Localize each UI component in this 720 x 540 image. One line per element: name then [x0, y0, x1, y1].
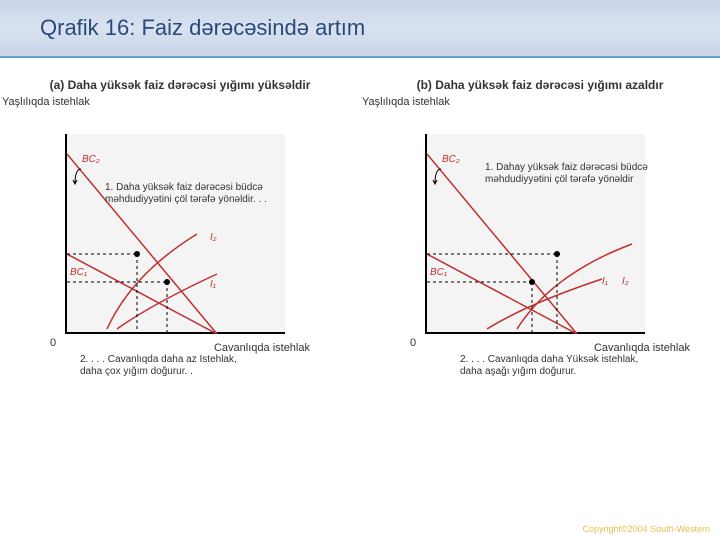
left-i2-label: I₂ [210, 232, 217, 243]
left-i1-label: I₁ [210, 279, 216, 290]
left-x-label: Cavanlıqda istehlak [214, 342, 310, 354]
page-title: Qrafik 16: Faiz dərəcəsində artım [40, 15, 365, 41]
right-y-label: Yaşlılıqda istehlak [362, 96, 450, 109]
left-origin: 0 [50, 337, 56, 349]
right-origin: 0 [410, 337, 416, 349]
left-y-label: Yaşlılıqda istehlak [2, 96, 90, 109]
right-bc1-label: BC₁ [430, 267, 447, 278]
content: (a) Daha yüksək faiz dərəcəsi yığımı yük… [0, 58, 720, 384]
left-bc1-label: BC₁ [70, 267, 87, 278]
header: Qrafik 16: Faiz dərəcəsində artım [0, 0, 720, 58]
right-annot2: 2. . . . Cavanlıqda daha Yüksək istehlak… [460, 354, 640, 378]
left-panel-title: (a) Daha yüksək faiz dərəcəsi yığımı yük… [10, 78, 350, 92]
right-chart: Yaşlılıqda istehlak [370, 104, 710, 384]
right-annot1: 1. Dahay yüksək faiz dərəcəsi büdcə məhd… [485, 162, 695, 186]
footer-copyright: Copyright©2004 South-Western [582, 524, 710, 534]
left-svg [67, 134, 287, 334]
left-annot1: 1. Daha yüksək faiz dərəcəsi büdcə məhdu… [105, 182, 305, 206]
left-panel: (a) Daha yüksək faiz dərəcəsi yığımı yük… [10, 78, 350, 384]
left-annot2: 2. . . . Cavanlıqda daha az Istehlak, da… [80, 354, 260, 378]
left-bc2-label: BC₂ [82, 154, 100, 165]
right-i2-label: I₂ [622, 276, 629, 287]
right-x-label: Cavanlıqda istehlak [594, 342, 690, 354]
right-bc2-label: BC₂ [442, 154, 460, 165]
right-panel: (b) Daha yüksək faiz dərəcəsi yığımı aza… [370, 78, 710, 384]
right-i1-label: I₁ [602, 276, 608, 287]
right-panel-title: (b) Daha yüksək faiz dərəcəsi yığımı aza… [370, 78, 710, 92]
left-chart: Yaşlılıqda istehlak [10, 104, 350, 384]
